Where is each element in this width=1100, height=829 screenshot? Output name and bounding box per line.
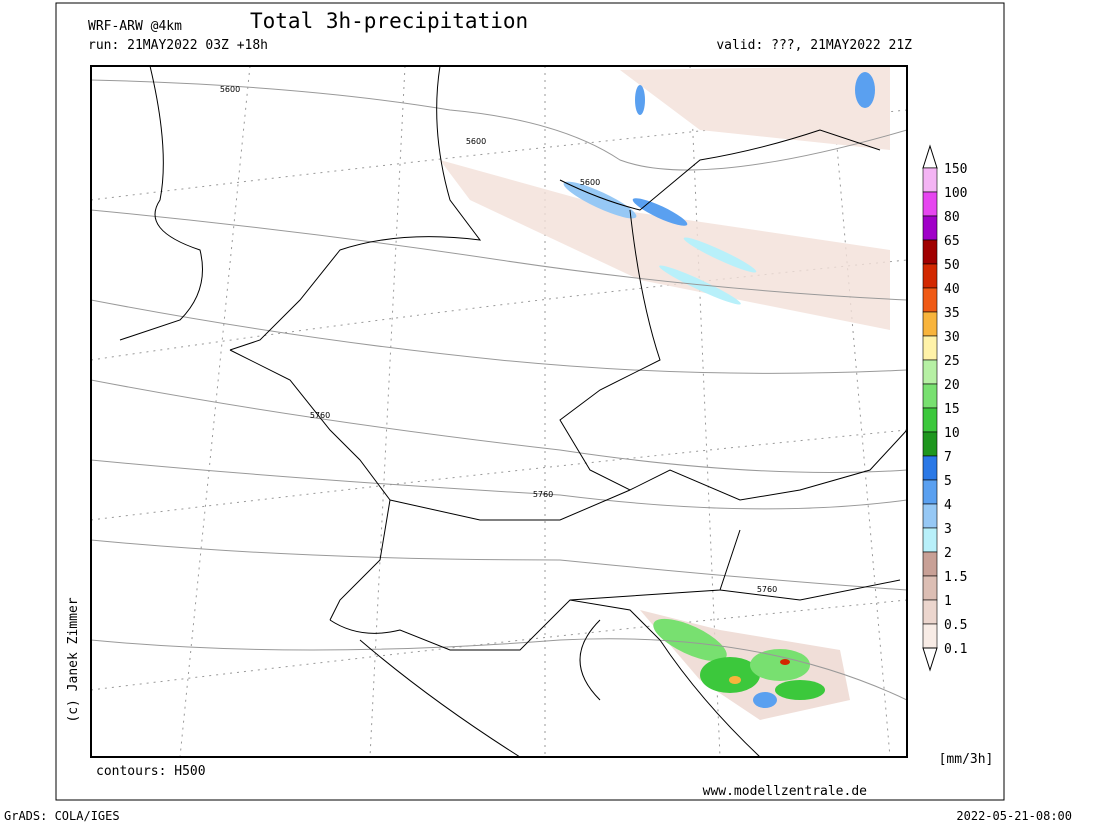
legend-swatch — [922, 335, 938, 361]
run-label: run: 21MAY2022 03Z +18h — [88, 38, 268, 53]
legend-label: 2 — [944, 546, 952, 561]
contour-label: 5760 — [757, 585, 777, 594]
legend-swatch — [922, 263, 938, 289]
legend-label: 7 — [944, 450, 952, 465]
model-label: WRF-ARW @4km — [88, 19, 182, 34]
legend-label: 4 — [944, 498, 952, 513]
legend-label: 30 — [944, 330, 960, 345]
contour-label: 5600 — [466, 137, 486, 146]
title: Total 3h-precipitation — [250, 9, 528, 33]
map-frame — [90, 65, 908, 758]
legend-label: 150 — [944, 162, 967, 177]
credit: (c) Janek Zimmer — [66, 597, 81, 722]
legend-swatch — [922, 575, 938, 601]
legend-label: 35 — [944, 306, 960, 321]
legend-swatch — [922, 191, 938, 217]
legend-label: 1.5 — [944, 570, 967, 585]
precip-south — [640, 610, 850, 720]
legend-label: 100 — [944, 186, 967, 201]
legend-swatch — [922, 383, 938, 409]
legend-swatch — [922, 503, 938, 529]
legend-swatch — [922, 407, 938, 433]
legend-label: 5 — [944, 474, 952, 489]
legend-label: 0.5 — [944, 618, 967, 633]
contour-labels: 5600 5600 5600 5760 5760 5760 — [220, 85, 777, 594]
software: GrADS: COLA/IGES — [4, 809, 120, 823]
contour-label: 5600 — [220, 85, 240, 94]
legend-unit: [mm/3h] — [939, 752, 994, 767]
legend-label: 80 — [944, 210, 960, 225]
legend-swatch — [922, 527, 938, 553]
legend-arrow-bottom — [922, 647, 938, 672]
legend-swatch — [922, 359, 938, 385]
legend-label: 50 — [944, 258, 960, 273]
website: www.modellzentrale.de — [703, 784, 868, 799]
legend-swatch — [922, 623, 938, 649]
legend-label: 0.1 — [944, 642, 967, 657]
legend-label: 40 — [944, 282, 960, 297]
legend-swatch — [922, 431, 938, 457]
legend-swatch — [922, 455, 938, 481]
legend-swatch — [922, 311, 938, 337]
legend-swatch — [922, 287, 938, 313]
legend-swatch — [922, 479, 938, 505]
borders — [119, 66, 907, 757]
valid-label: valid: ???, 21MAY2022 21Z — [716, 38, 912, 53]
map — [90, 65, 908, 758]
graticule — [91, 66, 907, 757]
legend-swatch — [922, 551, 938, 577]
legend-label: 25 — [944, 354, 960, 369]
h500-contours — [91, 79, 907, 701]
legend-swatch — [922, 239, 938, 265]
contour-label: 5760 — [310, 411, 330, 420]
contour-label: 5760 — [533, 490, 553, 499]
contour-label: 5600 — [580, 178, 600, 187]
legend-swatch — [922, 599, 938, 625]
contours-note: contours: H500 — [96, 764, 206, 779]
legend-swatch — [922, 215, 938, 241]
legend: 150 100 80 65 50 40 35 30 25 20 15 10 7 5 4 3 2 1.5 1 0.5 0.… — [922, 144, 967, 672]
legend-label: 20 — [944, 378, 960, 393]
legend-label: 10 — [944, 426, 960, 441]
legend-label: 15 — [944, 402, 960, 417]
legend-label: 1 — [944, 594, 952, 609]
legend-label: 65 — [944, 234, 960, 249]
legend-label: 3 — [944, 522, 952, 537]
legend-swatch — [922, 167, 938, 193]
timestamp: 2022-05-21-08:00 — [956, 809, 1072, 823]
